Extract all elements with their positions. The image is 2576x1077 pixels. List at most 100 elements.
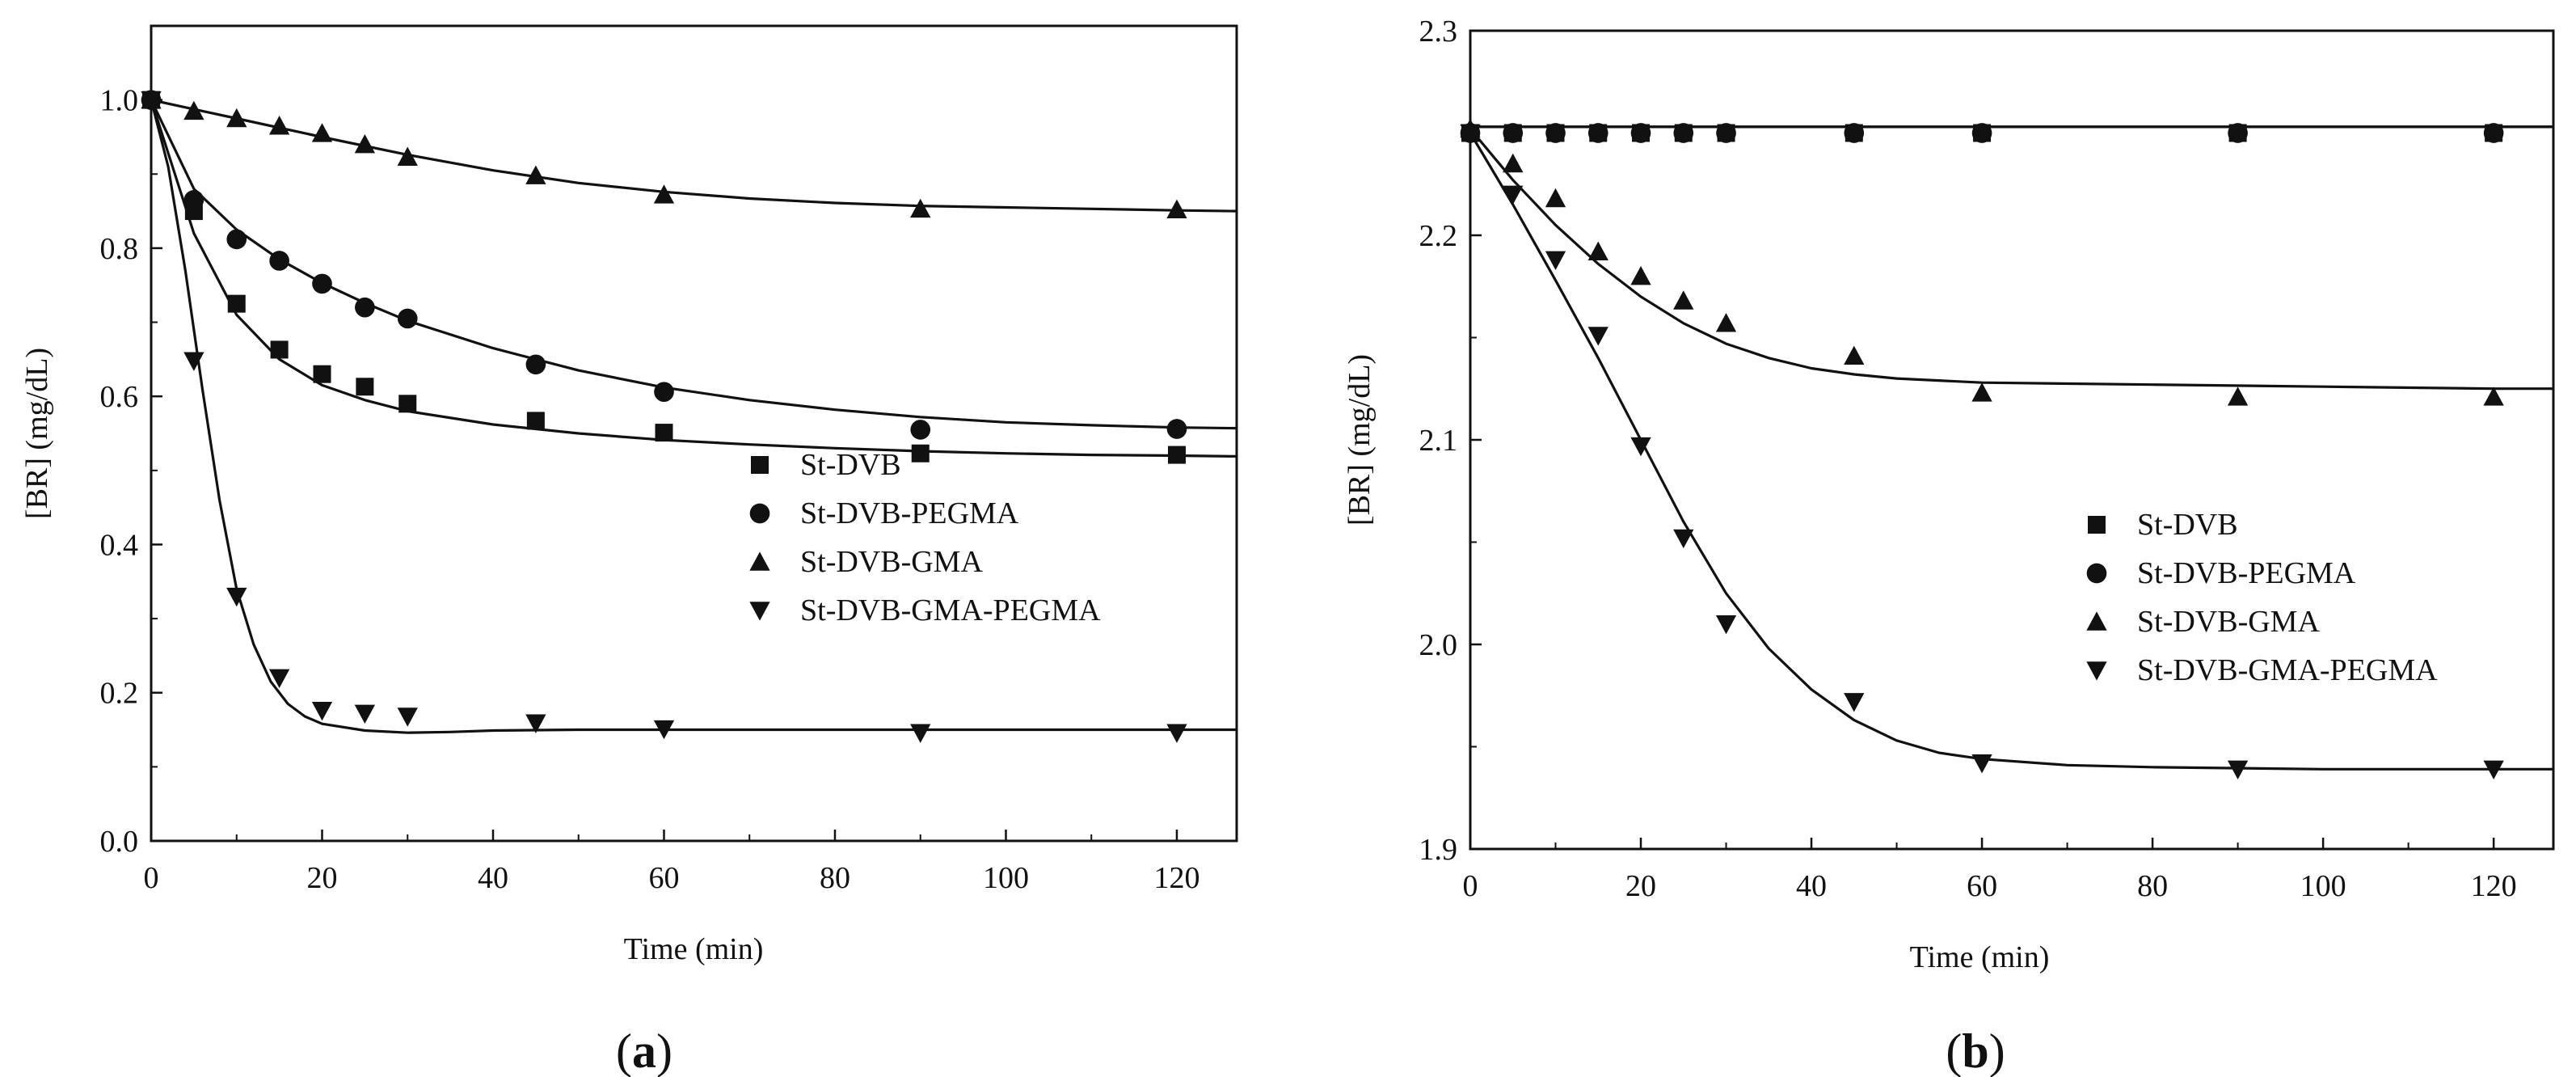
plot-frame-a <box>150 24 1238 843</box>
data-point-st-dvb-gma-a <box>1166 199 1187 219</box>
data-point-st-dvb-pegma-b <box>1630 123 1651 143</box>
data-point-st-dvb-gma-a <box>311 123 333 142</box>
data-point-st-dvb-gma-a <box>226 108 247 128</box>
data-point-st-dvb-gma-pegma-a <box>354 704 376 724</box>
legend-marker-st-dvb-gma-b <box>2086 611 2107 631</box>
legend-b: St-DVB St-DVB-PEGMA St-DVB-GMA St-DVB-GMA-P… <box>2086 508 2438 687</box>
data-point-st-dvb-gma-a <box>397 146 418 166</box>
data-point-st-dvb-gma-a <box>653 184 675 204</box>
x-tick-label-a: 0 <box>144 861 159 895</box>
data-point-st-dvb-gma-pegma-a <box>226 587 247 607</box>
data-point-st-dvb-gma-pegma-a <box>268 669 290 689</box>
panel-label-a-open: ( <box>616 1024 632 1077</box>
fit-curve-st-dvb-gma-pegma-b <box>1469 132 2553 771</box>
data-point-st-dvb-pegma-b <box>1971 123 1992 143</box>
data-point-st-dvb-gma-a <box>525 165 546 184</box>
y-axis-ticks-b: 1.9 2.0 2.1 2.2 2.3 <box>1419 15 1482 867</box>
panel-label-a: (a) <box>616 1024 672 1077</box>
data-point-st-dvb-gma-pegma-a <box>397 707 418 727</box>
data-point-st-dvb-gma-b <box>1630 265 1651 285</box>
data-point-st-dvb-gma-pegma-a <box>653 720 675 740</box>
data-point-st-dvb-gma-pegma-a <box>183 352 204 371</box>
x-tick-label-b: 100 <box>2300 869 2346 903</box>
panel-label-b: (b) <box>1946 1024 2005 1077</box>
data-point-st-dvb-a <box>227 294 246 313</box>
fit-curves-a <box>150 99 1237 734</box>
data-point-st-dvb-pegma-a <box>654 382 674 403</box>
legend-marker-st-dvb-gma-pegma-a <box>749 602 770 621</box>
legend-label-st-dvb-pegma-a: St-DVB-PEGMA <box>800 496 1019 530</box>
x-axis-label-a: Time (min) <box>624 932 764 966</box>
data-point-st-dvb-gma-pegma-b <box>1971 754 1992 774</box>
panel-label-b-close: ) <box>1989 1024 2005 1077</box>
legend-marker-st-dvb-gma-a <box>749 551 770 571</box>
x-tick-label-a: 20 <box>306 861 337 895</box>
data-point-st-dvb-gma-pegma-a <box>311 701 333 721</box>
data-point-st-dvb-gma-pegma-a <box>1166 724 1187 743</box>
data-point-st-dvb-pegma-b <box>2483 123 2504 143</box>
y-tick-label-a: 1.0 <box>100 84 139 118</box>
data-point-st-dvb-pegma-b <box>1844 123 1865 143</box>
panel-label-b-letter: b <box>1962 1024 1988 1077</box>
data-point-st-dvb-gma-a <box>268 116 290 135</box>
data-point-st-dvb-gma-pegma-b <box>2227 760 2249 779</box>
legend-label-st-dvb-gma-b: St-DVB-GMA <box>2137 605 2320 639</box>
data-point-st-dvb-a <box>1167 446 1186 464</box>
y-axis-ticks-a: 0.0 0.2 0.4 0.6 0.8 1.0 <box>100 84 162 859</box>
x-tick-label-b: 40 <box>1796 869 1827 903</box>
data-point-st-dvb-pegma-b <box>1716 123 1736 143</box>
chart-panel-b: 0 20 40 60 80 100 120 1.9 2.0 2.1 2.2 2.3 Time (mi… <box>1343 15 2555 1077</box>
x-tick-label-a: 120 <box>1153 861 1199 895</box>
data-point-st-dvb-gma-b <box>2227 386 2249 406</box>
x-tick-label-b: 0 <box>1463 869 1478 903</box>
x-tick-label-a: 60 <box>648 861 679 895</box>
data-point-st-dvb-gma-b <box>2483 386 2504 406</box>
data-point-st-dvb-pegma-a <box>525 354 546 375</box>
x-axis-ticks-a: 0 20 40 60 80 100 120 <box>144 830 1199 895</box>
data-point-st-dvb-gma-b <box>1844 345 1865 365</box>
data-point-st-dvb-gma-pegma-a <box>525 714 546 733</box>
y-tick-label-b: 2.0 <box>1419 628 1458 662</box>
data-point-st-dvb-pegma-b <box>1587 123 1608 143</box>
fit-curves-b <box>1469 125 2553 771</box>
panel-label-a-close: ) <box>656 1024 672 1077</box>
panel-label-b-open: ( <box>1946 1024 1962 1077</box>
y-tick-label-b: 2.2 <box>1419 219 1458 253</box>
data-point-st-dvb-gma-b <box>1673 290 1694 310</box>
data-point-st-dvb-gma-pegma-b <box>1630 437 1651 457</box>
data-point-st-dvb-gma-pegma-a <box>910 724 931 743</box>
legend-label-st-dvb-pegma-b: St-DVB-PEGMA <box>2137 556 2356 590</box>
data-points-b <box>1460 118 2504 779</box>
data-point-st-dvb-gma-pegma-b <box>1715 615 1737 635</box>
y-tick-label-a: 0.6 <box>100 380 139 414</box>
y-tick-label-a: 0.0 <box>100 825 139 859</box>
data-point-st-dvb-gma-a <box>354 133 376 154</box>
x-tick-label-b: 120 <box>2471 869 2517 903</box>
data-point-st-dvb-gma-pegma-b <box>1503 185 1524 205</box>
data-point-st-dvb-pegma-b <box>1673 123 1694 143</box>
legend-marker-st-dvb-pegma-b <box>2086 563 2107 584</box>
data-point-st-dvb-gma-a <box>910 198 931 218</box>
panel-label-a-letter: a <box>632 1024 656 1077</box>
x-tick-label-a: 40 <box>478 861 508 895</box>
chart-panel-a: 0 20 40 60 80 100 120 0.0 0.2 0.4 0.6 0.8 1.0 Time … <box>20 24 1238 1077</box>
fit-curve-st-dvb-gma-a <box>150 99 1237 213</box>
data-point-st-dvb-a <box>526 412 545 430</box>
data-point-st-dvb-pegma-a <box>226 229 247 250</box>
data-point-st-dvb-pegma-a <box>910 420 931 440</box>
x-axis-ticks-b: 0 20 40 60 80 100 120 <box>1463 838 2517 903</box>
data-point-st-dvb-pegma-b <box>2228 123 2248 143</box>
data-point-st-dvb-gma-b <box>1971 382 1992 402</box>
data-point-st-dvb-a <box>398 395 417 413</box>
data-point-st-dvb-gma-b <box>1587 241 1608 260</box>
x-tick-label-b: 20 <box>1625 869 1656 903</box>
legend-label-st-dvb-gma-a: St-DVB-GMA <box>800 545 983 579</box>
x-tick-label-b: 60 <box>1967 869 1997 903</box>
data-point-st-dvb-gma-b <box>1503 153 1524 173</box>
x-tick-label-a: 100 <box>983 861 1029 895</box>
data-point-st-dvb-pegma-a <box>269 251 289 271</box>
legend-label-st-dvb-gma-pegma-a: St-DVB-GMA-PEGMA <box>800 593 1101 627</box>
y-axis-label-a: [BR] (mg/dL) <box>20 348 54 519</box>
fit-curve-st-dvb-gma-b <box>1469 128 2553 391</box>
